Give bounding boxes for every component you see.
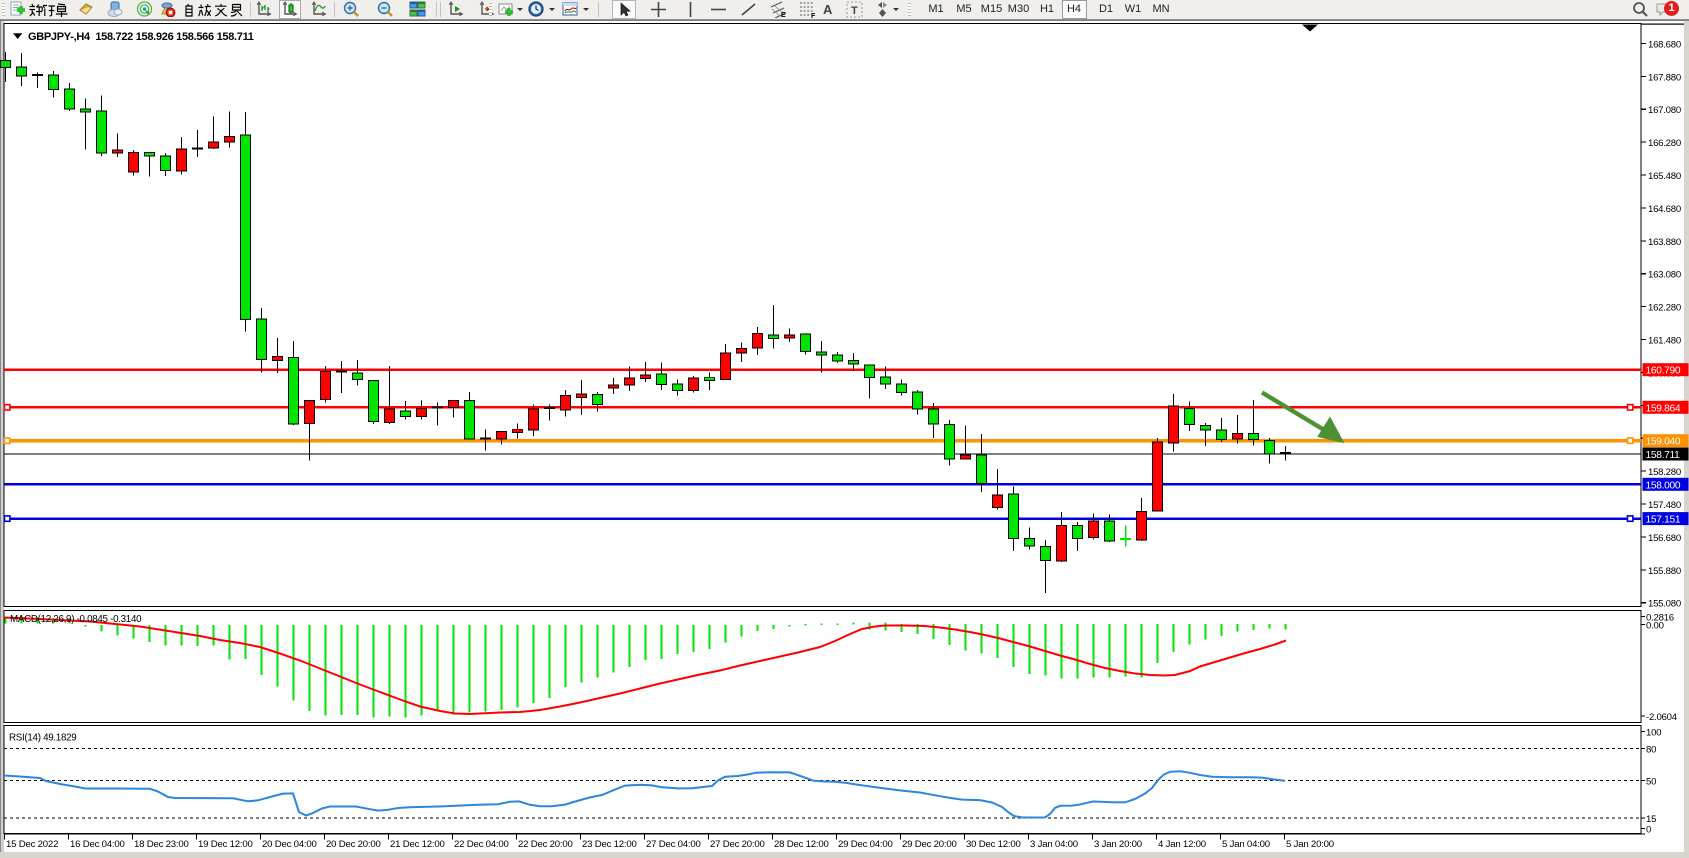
svg-text:15: 15 xyxy=(1646,814,1656,825)
svg-text:163.080: 163.080 xyxy=(1648,270,1681,281)
svg-text:100: 100 xyxy=(1646,728,1661,739)
svg-text:157.151: 157.151 xyxy=(1646,515,1681,526)
svg-text:22 Dec 20:00: 22 Dec 20:00 xyxy=(518,839,573,850)
svg-text:16 Dec 04:00: 16 Dec 04:00 xyxy=(70,839,125,850)
svg-text:19 Dec 12:00: 19 Dec 12:00 xyxy=(198,839,253,850)
svg-text:20 Dec 20:00: 20 Dec 20:00 xyxy=(326,839,381,850)
svg-text:21 Dec 12:00: 21 Dec 12:00 xyxy=(390,839,445,850)
svg-text:E: E xyxy=(781,12,786,18)
svg-text:158.711: 158.711 xyxy=(1646,450,1681,461)
svg-text:168.680: 168.680 xyxy=(1648,39,1681,50)
svg-text:20 Dec 04:00: 20 Dec 04:00 xyxy=(262,839,317,850)
svg-text:5 Jan 04:00: 5 Jan 04:00 xyxy=(1222,839,1270,850)
svg-text:18 Dec 23:00: 18 Dec 23:00 xyxy=(134,839,189,850)
svg-text:22 Dec 04:00: 22 Dec 04:00 xyxy=(454,839,509,850)
svg-text:0: 0 xyxy=(1646,824,1651,835)
svg-text:0.2816: 0.2816 xyxy=(1646,613,1674,624)
svg-text:RSI(14) 49.1829: RSI(14) 49.1829 xyxy=(9,733,76,744)
svg-text:167.080: 167.080 xyxy=(1648,105,1681,116)
svg-text:4 Jan 12:00: 4 Jan 12:00 xyxy=(1158,839,1206,850)
svg-text:163.880: 163.880 xyxy=(1648,237,1681,248)
svg-text:27 Dec 04:00: 27 Dec 04:00 xyxy=(646,839,701,850)
svg-text:155.080: 155.080 xyxy=(1648,599,1681,610)
svg-text:80: 80 xyxy=(1646,744,1656,755)
svg-text:165.480: 165.480 xyxy=(1648,171,1681,182)
svg-text:156.680: 156.680 xyxy=(1648,533,1681,544)
svg-text:3 Jan 20:00: 3 Jan 20:00 xyxy=(1094,839,1142,850)
svg-text:162.280: 162.280 xyxy=(1648,303,1681,314)
svg-text:29 Dec 20:00: 29 Dec 20:00 xyxy=(902,839,957,850)
svg-text:MACD(12,26,9) -0.0845 -0.3140: MACD(12,26,9) -0.0845 -0.3140 xyxy=(10,614,142,625)
svg-text:160.790: 160.790 xyxy=(1646,366,1681,377)
svg-text:-2.0604: -2.0604 xyxy=(1646,712,1678,723)
svg-text:155.880: 155.880 xyxy=(1648,566,1681,577)
svg-text:158.280: 158.280 xyxy=(1648,467,1681,478)
svg-text:3 Jan 04:00: 3 Jan 04:00 xyxy=(1030,839,1078,850)
svg-text:15 Dec 2022: 15 Dec 2022 xyxy=(6,839,58,850)
svg-text:27 Dec 20:00: 27 Dec 20:00 xyxy=(710,839,765,850)
svg-text:23 Dec 12:00: 23 Dec 12:00 xyxy=(582,839,637,850)
svg-text:30 Dec 12:00: 30 Dec 12:00 xyxy=(966,839,1021,850)
svg-text:157.480: 157.480 xyxy=(1648,500,1681,511)
svg-text:F: F xyxy=(811,13,816,18)
svg-text:GBPJPY-,H4 158.722 158.926 15: GBPJPY-,H4 158.722 158.926 158.566 158.7… xyxy=(28,31,254,43)
svg-text:167.880: 167.880 xyxy=(1648,72,1681,83)
svg-text:159.040: 159.040 xyxy=(1646,437,1681,448)
svg-text:158.000: 158.000 xyxy=(1646,480,1681,491)
svg-text:50: 50 xyxy=(1646,776,1656,787)
svg-text:166.280: 166.280 xyxy=(1648,138,1681,149)
svg-text:28 Dec 12:00: 28 Dec 12:00 xyxy=(774,839,829,850)
svg-text:T: T xyxy=(851,5,858,17)
svg-text:161.480: 161.480 xyxy=(1648,336,1681,347)
svg-text:164.680: 164.680 xyxy=(1648,204,1681,215)
svg-text:29 Dec 04:00: 29 Dec 04:00 xyxy=(838,839,893,850)
svg-text:0.00: 0.00 xyxy=(1646,621,1664,632)
svg-text:5 Jan 20:00: 5 Jan 20:00 xyxy=(1286,839,1334,850)
svg-text:159.864: 159.864 xyxy=(1646,403,1681,414)
